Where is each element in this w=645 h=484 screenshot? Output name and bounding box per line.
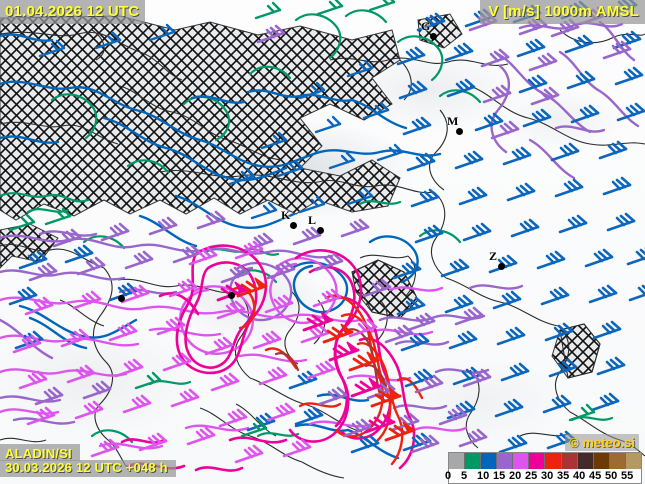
city-label: M (447, 114, 459, 128)
color-scale-tick: 30 (541, 470, 554, 482)
color-swatch-15 (497, 453, 514, 469)
color-swatch-10 (481, 453, 498, 469)
color-swatch-30 (545, 453, 562, 469)
color-scale-tick: 35 (557, 470, 570, 482)
color-swatch-40 (577, 453, 594, 469)
city-dot (456, 128, 463, 135)
color-scale-tick: 45 (589, 470, 602, 482)
city-dot (430, 33, 437, 40)
color-scale-legend: 0 5 10 15 20 25 30 35 40 45 50 55 (445, 452, 642, 484)
color-swatch-20 (513, 453, 530, 469)
color-scale-ticks: 0 5 10 15 20 25 30 35 40 45 50 55 (445, 469, 641, 483)
color-scale-tick: 5 (461, 470, 468, 482)
variable-label: V [m/s] 1000m AMSL (480, 0, 645, 24)
color-swatch-25 (529, 453, 546, 469)
city-label: G (421, 19, 431, 33)
model-run-label: 30.03.2026 12 UTC +048 h (0, 460, 176, 477)
city-dot (498, 263, 505, 270)
color-scale-tick: 40 (573, 470, 586, 482)
city-label: K (281, 208, 291, 222)
color-swatch-45 (593, 453, 610, 469)
valid-time-label: 01.04.2026 12 UTC (0, 0, 146, 24)
color-scale-tick: 15 (493, 470, 506, 482)
color-scale-tick: 25 (525, 470, 538, 482)
color-scale-tick: 55 (621, 470, 634, 482)
color-swatch-0 (449, 453, 466, 469)
city-label: L (308, 213, 317, 227)
color-scale-tick: 20 (509, 470, 522, 482)
model-name-label: ALADIN/SI (0, 444, 80, 461)
meteo-si-watermark: © meteo.si (565, 434, 639, 451)
color-swatch-50 (609, 453, 626, 469)
color-swatch-55 (625, 453, 641, 469)
color-swatch-35 (561, 453, 578, 469)
color-scale-tick: 50 (605, 470, 618, 482)
city-dot (317, 227, 324, 234)
city-dot (290, 222, 297, 229)
city-dot (118, 295, 125, 302)
color-scale-tick: 10 (477, 470, 490, 482)
color-scale-tick: 0 (445, 470, 452, 482)
color-scale-swatches (449, 453, 641, 469)
city-dot (228, 292, 235, 299)
color-swatch-5 (465, 453, 482, 469)
city-label: Z (489, 249, 498, 263)
